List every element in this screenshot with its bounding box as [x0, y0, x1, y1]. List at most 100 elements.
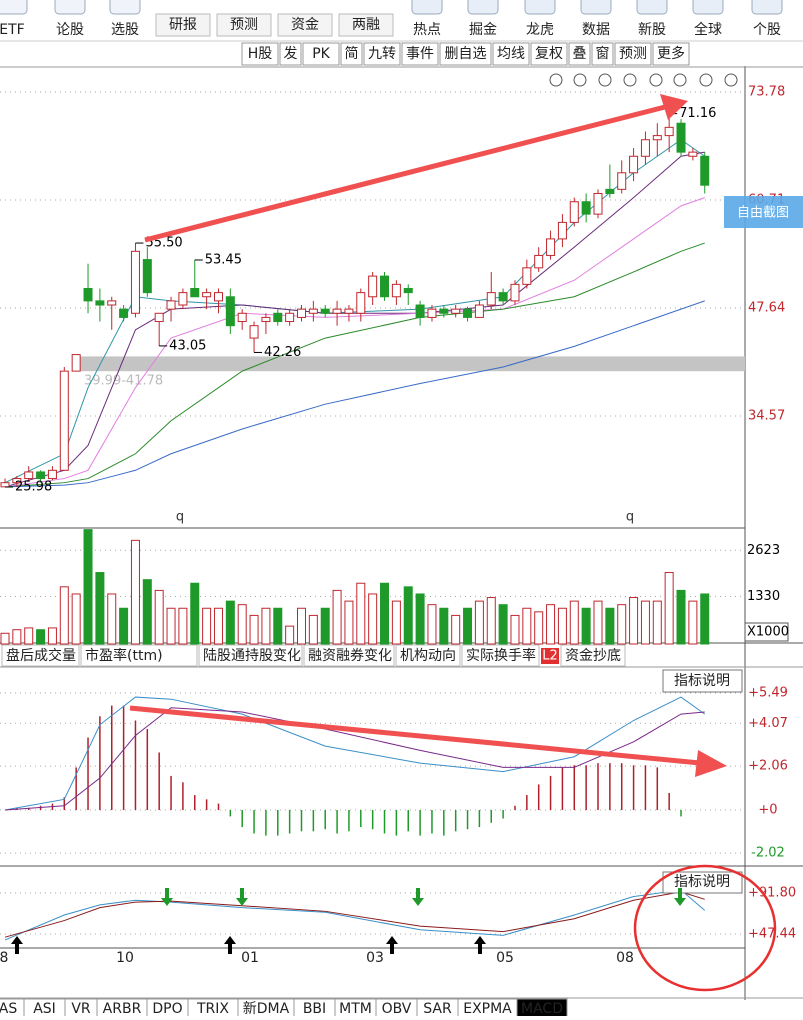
tool-button[interactable] [591, 42, 614, 66]
volume-bar [664, 572, 674, 645]
bottom-tab-label: TRIX [196, 1001, 229, 1016]
y-tick-label: 1330 [747, 589, 780, 604]
toolbar-icon[interactable] [411, 0, 443, 15]
indicator-tab[interactable] [1, 644, 80, 667]
toolbar-icon[interactable] [54, 0, 86, 15]
candle-body [427, 308, 437, 318]
indicator-tab[interactable] [395, 644, 461, 667]
tool-button[interactable] [401, 42, 439, 66]
candle-body [24, 471, 34, 480]
volume-bar [285, 625, 295, 645]
y-tick-label: +4.07 [748, 716, 788, 731]
indicator-tab[interactable] [80, 644, 198, 667]
candle-body [166, 300, 176, 310]
tool-button[interactable] [568, 42, 591, 66]
toolbar-icon[interactable] [692, 0, 724, 15]
toolbar-icon[interactable] [524, 0, 556, 15]
chart-tool-icon[interactable] [649, 73, 663, 87]
tool-button[interactable] [363, 42, 401, 66]
candle-body [71, 354, 81, 372]
moving-average [4, 242, 705, 488]
indicator-tab-label: 盘后成交量 [6, 647, 76, 664]
volume-bar [391, 600, 401, 645]
indicator-tab[interactable] [560, 644, 626, 667]
tool-label: 发 [284, 46, 298, 62]
toolbar-icon[interactable] [467, 0, 499, 15]
screenshot-tip[interactable] [724, 196, 803, 228]
candle-body [652, 135, 662, 141]
toolbar-icon[interactable] [580, 0, 612, 15]
volume-bar [403, 586, 413, 645]
unit-label: X1000 [747, 625, 789, 640]
volume-bar [569, 600, 579, 645]
chart-tool-icon[interactable] [549, 73, 563, 87]
tool-label: 删自选 [445, 46, 487, 62]
tool-button[interactable] [241, 42, 279, 66]
buy-arrow [386, 936, 398, 954]
indicator-tab[interactable] [303, 644, 395, 667]
bottom-tab-label: OBV [382, 1001, 412, 1016]
volume-bar [213, 607, 223, 645]
tool-label: PK [312, 46, 330, 62]
toolbar-icon[interactable] [109, 0, 141, 15]
tool-button[interactable] [492, 42, 530, 66]
volume-bar [47, 627, 57, 645]
chart-tool-icon[interactable] [598, 73, 612, 87]
chart-tool-icon[interactable] [573, 73, 587, 87]
indicator-tab[interactable] [198, 644, 303, 667]
toolbar-button[interactable] [277, 13, 333, 37]
tool-button[interactable] [439, 42, 492, 66]
bottom-tab-label: DPO [152, 1001, 182, 1016]
tool-label: 事件 [406, 46, 434, 62]
candle-body [119, 308, 129, 318]
indicator-tab-label: 资金抄底 [565, 648, 621, 664]
toolbar-icon[interactable] [751, 0, 783, 15]
volume-bar [688, 600, 698, 645]
toolbar-button[interactable] [216, 13, 272, 37]
chart-tool-icon[interactable] [623, 73, 637, 87]
volume-bar [463, 607, 473, 645]
volume-bar [344, 600, 354, 645]
volume-bar [380, 582, 390, 645]
y-tick-label: 73.78 [748, 84, 785, 99]
candle-body [130, 250, 140, 314]
explain-button[interactable] [662, 669, 743, 693]
toolbar-icon[interactable] [636, 0, 668, 15]
y-tick-label: +5.49 [748, 686, 788, 701]
y-tick-label: 34.57 [748, 409, 785, 424]
volume-bar [107, 593, 117, 645]
tool-button[interactable] [530, 42, 568, 66]
toolbar-icon[interactable] [0, 0, 28, 15]
tool-button[interactable] [652, 42, 690, 66]
toolbar-button[interactable] [155, 13, 211, 37]
tool-button[interactable] [279, 42, 302, 66]
volume-bar [676, 589, 686, 645]
y-tick-label: -2.02 [751, 846, 785, 861]
tool-button[interactable] [340, 42, 363, 66]
price-band [80, 356, 745, 372]
tool-label: 九转 [368, 46, 396, 62]
y-tick-label: 47.64 [748, 300, 785, 315]
candle-body [688, 151, 698, 157]
trend-arrow [129, 705, 701, 766]
candle-body [190, 287, 200, 298]
chart-tool-icon[interactable] [699, 73, 713, 87]
tool-label: 复权 [535, 45, 563, 62]
toolbar-button[interactable] [338, 13, 394, 37]
volume-bar [652, 600, 662, 645]
indicator-tab[interactable] [461, 644, 540, 667]
candle-body [629, 155, 639, 174]
candle-body [0, 482, 10, 488]
volume-bar [486, 597, 496, 645]
marker: q [626, 510, 634, 525]
candle-body [142, 259, 152, 294]
indicator-tab-label: 陆股通持股变化 [203, 648, 301, 664]
candle-body [285, 312, 295, 323]
explain-button[interactable] [662, 871, 743, 894]
tool-button[interactable] [302, 42, 340, 66]
volume-bar [190, 582, 200, 645]
candle-body [700, 155, 710, 186]
chart-tool-icon[interactable] [724, 73, 738, 87]
tool-button[interactable] [614, 42, 652, 66]
chart-tool-icon[interactable] [673, 73, 687, 87]
